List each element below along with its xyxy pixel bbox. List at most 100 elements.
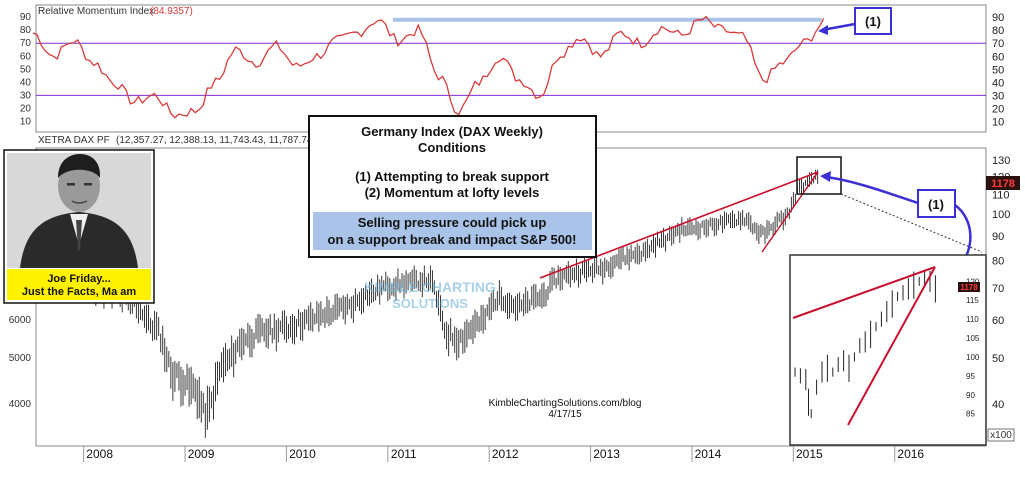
price-axis-right: 405060708090100110120130	[992, 155, 1010, 411]
last-price-text: 1178	[991, 178, 1015, 190]
multiplier-label: x100	[990, 430, 1012, 441]
watermark-line1: KIMBLE CHARTING	[364, 279, 496, 295]
inset-panel: 85 90 95 100 105 110 115 120 1178	[789, 254, 987, 446]
year-label: 2015	[796, 447, 823, 461]
inset-tick: 115	[966, 296, 979, 305]
inset-tick: 85	[966, 410, 975, 419]
price-ohlc: (12,357.27, 12,388.13, 11,743.43, 11,787…	[116, 135, 361, 146]
steep-trendline	[761, 171, 819, 253]
rmi-marker-label: (1)	[865, 14, 881, 29]
year-label: 2008	[86, 447, 113, 461]
price-tick-left: 4000	[9, 399, 32, 410]
rmi-tick-right: 20	[992, 103, 1004, 115]
credit-site: KimbleChartingSolutions.com/blog	[489, 398, 642, 409]
rmi-tick-right: 50	[992, 64, 1004, 76]
annotation-highlight2: on a support break and impact S&P 500!	[328, 232, 577, 247]
rmi-tick-left: 80	[20, 25, 32, 36]
rmi-tick-right: 70	[992, 38, 1004, 50]
inset-tick: 110	[966, 315, 979, 324]
credit-date: 4/17/15	[548, 409, 582, 420]
price-marker-arrow	[825, 175, 919, 205]
rmi-tick-left: 30	[20, 90, 32, 101]
portrait-figure	[7, 153, 151, 268]
year-label: 2010	[289, 447, 316, 461]
inset-frame	[789, 254, 987, 446]
inset-tick: 90	[966, 391, 975, 400]
rmi-panel-frame	[35, 4, 987, 133]
rmi-tick-right: 40	[992, 77, 1004, 89]
rmi-tick-right: 90	[992, 12, 1004, 24]
rmi-marker-arrowhead	[818, 25, 828, 35]
support-trendline	[539, 171, 819, 279]
price-title: XETRA DAX PF	[38, 135, 110, 146]
year-label: 2016	[897, 447, 924, 461]
rmi-tick-left: 20	[20, 103, 32, 114]
inset-support-trendline	[792, 266, 936, 319]
photo-card: Joe Friday... Just the Facts, Ma am	[3, 149, 155, 304]
inset-steep-trendline	[847, 266, 936, 426]
rmi-tick-left: 60	[20, 51, 32, 62]
annotation-box: Germany Index (DAX Weekly) Conditions (1…	[308, 115, 597, 258]
zoom-connector	[840, 193, 983, 253]
annotation-highlight1: Selling pressure could pick up	[358, 215, 547, 230]
rmi-tick-left: 10	[20, 116, 32, 127]
rmi-value: (84.9357)	[150, 6, 193, 17]
rmi-tick-left: 90	[20, 12, 32, 23]
price-tick-right: 70	[992, 283, 1004, 295]
price-marker-box	[917, 189, 956, 218]
annotation-title: Germany Index (DAX Weekly)	[361, 124, 543, 139]
caption-bar	[7, 269, 151, 300]
annotation-line1: (1) Attempting to break support	[355, 169, 549, 184]
year-label: 2009	[188, 447, 215, 461]
price-tick-right: 100	[992, 209, 1010, 221]
inset-tick: 100	[966, 353, 980, 362]
rmi-series-line	[32, 15, 825, 119]
price-marker-label: (1)	[928, 197, 944, 212]
inset-tick: 120	[966, 277, 980, 286]
annotation-highlight	[313, 212, 592, 250]
rmi-tick-right: 60	[992, 51, 1004, 63]
inset-tick: 95	[966, 372, 975, 381]
rmi-axis-left: 10 20 30 40 50 60 70 80 90	[20, 12, 32, 127]
price-tick-right: 80	[992, 255, 1004, 267]
annotation-line2: (2) Momentum at lofty levels	[365, 185, 540, 200]
inset-price-text: 1178	[960, 283, 978, 292]
rmi-marker-box	[854, 7, 892, 35]
inset-price-badge	[958, 282, 980, 292]
inset-axis: 85 90 95 100 105 110 115 120	[966, 277, 980, 418]
rmi-tick-left: 50	[20, 64, 32, 75]
last-price-badge	[986, 176, 1020, 190]
inset-bars	[794, 270, 936, 419]
price-axis-left: 4000 5000 6000	[9, 315, 32, 410]
price-tick-left: 6000	[9, 315, 32, 326]
year-label: 2014	[695, 447, 722, 461]
rmi-tick-right: 30	[992, 90, 1004, 102]
year-axis: 2008 2009 2010 2011 2012 2013 2014 2015 2016	[36, 445, 986, 462]
watermark-line2: SOLUTIONS	[392, 296, 468, 311]
price-tick-right: 60	[992, 315, 1004, 327]
year-label: 2011	[391, 447, 417, 461]
price-tick-right: 50	[992, 353, 1004, 365]
year-label: 2012	[492, 447, 519, 461]
price-tick-left: 5000	[9, 353, 32, 364]
rmi-title: Relative Momentum Index	[38, 6, 154, 17]
caption-line1: Joe Friday...	[47, 273, 110, 285]
rmi-tick-right: 10	[992, 116, 1004, 128]
price-tick-right: 130	[992, 155, 1010, 167]
price-tick-right: 90	[992, 231, 1004, 243]
year-label: 2013	[593, 447, 620, 461]
rmi-tick-left: 70	[20, 38, 32, 49]
price-tick-right: 110	[992, 189, 1010, 201]
rmi-tick-right: 80	[992, 25, 1004, 37]
breakout-box	[796, 156, 842, 195]
inset-tick: 105	[966, 334, 980, 343]
price-tick-right: 40	[992, 399, 1004, 411]
caption-line2: Just the Facts, Ma am	[22, 286, 137, 298]
price-marker-arrowhead	[820, 171, 831, 182]
annotation-subtitle: Conditions	[418, 140, 486, 155]
rmi-tick-left: 40	[20, 77, 32, 88]
rmi-reference-lines	[36, 42, 986, 96]
multiplier-box	[987, 428, 1015, 442]
